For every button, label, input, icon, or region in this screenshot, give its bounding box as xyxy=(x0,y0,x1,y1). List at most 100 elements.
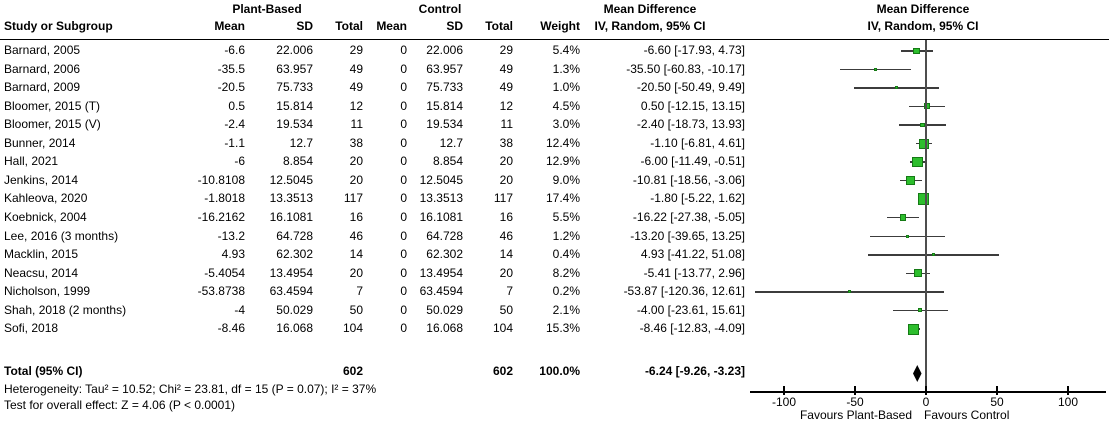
pb-total-cell: 20 xyxy=(349,172,363,187)
ci-text-cell: 4.93 [-41.22, 51.08] xyxy=(640,247,745,262)
column-header-c-mean: Mean xyxy=(376,19,407,33)
mean-difference-text-subtitle: IV, Random, 95% CI xyxy=(594,19,706,33)
pb-mean-cell: -4 xyxy=(234,302,245,317)
ci-text-cell: -6.60 [-17.93, 4.73] xyxy=(643,43,745,57)
x-axis-tick xyxy=(783,385,785,395)
pb-sd-cell: 62.302 xyxy=(276,247,313,262)
c-sd-cell: 16.1081 xyxy=(419,209,463,224)
study-name: Barnard, 2006 xyxy=(4,61,81,76)
weight-cell: 0.4% xyxy=(552,247,580,262)
pb-sd-cell: 8.854 xyxy=(282,154,313,169)
overall-effect-test: Test for overall effect: Z = 4.06 (P < 0… xyxy=(4,398,236,412)
effect-square xyxy=(874,67,878,71)
c-mean-cell: 0 xyxy=(400,43,407,57)
pb-mean-cell: -53.8738 xyxy=(197,284,245,299)
weight-cell: 1.0% xyxy=(552,80,580,95)
c-total-cell: 29 xyxy=(499,43,513,57)
pb-mean-cell: -6 xyxy=(234,154,245,169)
effect-square xyxy=(918,308,923,313)
pb-mean-cell: -2.4 xyxy=(224,117,245,132)
effect-square xyxy=(919,138,930,149)
x-axis-tick xyxy=(1067,385,1069,395)
pb-total-cell: 117 xyxy=(343,191,363,206)
c-total-cell: 49 xyxy=(499,80,513,95)
c-mean-cell: 0 xyxy=(400,98,407,113)
pb-sd-cell: 12.5045 xyxy=(269,172,313,187)
zero-line xyxy=(925,40,927,392)
c-mean-cell: 0 xyxy=(400,117,407,132)
pb-total-cell: 14 xyxy=(349,247,363,262)
c-sd-cell: 75.733 xyxy=(426,80,463,95)
ci-text-cell: -6.00 [-11.49, -0.51] xyxy=(640,154,745,169)
pb-mean-cell: -5.4054 xyxy=(204,265,245,280)
effect-square xyxy=(917,193,930,206)
study-name: Hall, 2021 xyxy=(4,154,59,169)
column-header-weight: Weight xyxy=(540,19,580,33)
mean-difference-plot-subtitle: IV, Random, 95% CI xyxy=(867,19,979,33)
effect-square xyxy=(913,47,920,55)
pb-sd-cell: 16.1081 xyxy=(269,209,313,224)
study-name: Bloomer, 2015 (V) xyxy=(4,117,101,132)
effect-square xyxy=(895,86,899,90)
study-row: Macklin, 2015 4.93 62.302 14 0 62.302 14 0.4% 4.… xyxy=(0,246,753,265)
effect-square xyxy=(920,122,925,128)
c-sd-cell: 16.068 xyxy=(426,321,463,336)
effect-square xyxy=(848,290,851,294)
c-mean-cell: 0 xyxy=(400,247,407,262)
study-name: Bunner, 2014 xyxy=(4,135,76,150)
c-mean-cell: 0 xyxy=(400,135,407,150)
ci-text-cell: -53.87 [-120.36, 12.61] xyxy=(623,284,745,299)
pb-mean-cell: -13.2 xyxy=(217,228,245,243)
c-total-cell: 14 xyxy=(499,247,513,262)
ci-text-cell: -16.22 [-27.38, -5.05] xyxy=(632,209,745,224)
study-row: Bunner, 2014 -1.1 12.7 38 0 12.7 38 12.4% -1.10 … xyxy=(0,134,753,153)
c-mean-cell: 0 xyxy=(400,302,407,317)
pb-total-cell: 16 xyxy=(349,209,363,224)
ci-text-cell: -5.41 [-13.77, 2.96] xyxy=(643,265,745,280)
c-sd-cell: 63.957 xyxy=(426,61,463,76)
c-total-cell: 20 xyxy=(499,172,513,187)
header-divider xyxy=(0,38,1109,41)
study-name: Kahleova, 2020 xyxy=(4,191,88,206)
weight-cell: 0.2% xyxy=(552,284,580,299)
c-sd-cell: 13.4954 xyxy=(419,265,463,280)
axis-label-favours-right: Favours Control xyxy=(924,408,1010,422)
c-total-cell: 20 xyxy=(499,154,513,169)
pb-mean-cell: 0.5 xyxy=(228,98,245,113)
mean-difference-plot-title: Mean Difference xyxy=(876,2,970,16)
effect-square xyxy=(908,323,920,335)
ci-text-cell: -10.81 [-18.56, -3.06] xyxy=(632,172,745,187)
x-axis-line xyxy=(750,391,1106,393)
pb-total-cell: 12 xyxy=(349,98,363,113)
column-header-c-total: Total xyxy=(485,19,513,33)
pb-total-cell: 7 xyxy=(356,284,363,299)
pb-total-cell: 49 xyxy=(349,80,363,95)
study-name: Koebnick, 2004 xyxy=(4,209,87,224)
c-sd-cell: 19.534 xyxy=(426,117,463,132)
group-header-control: Control xyxy=(418,2,462,16)
x-axis-tick xyxy=(925,385,927,395)
pb-mean-cell: -8.46 xyxy=(217,321,245,336)
c-total-cell: 50 xyxy=(499,302,513,317)
heterogeneity-stats: Heterogeneity: Tau² = 10.52; Chi² = 23.8… xyxy=(4,382,377,396)
weight-cell: 12.4% xyxy=(545,135,580,150)
x-axis-tick-label: 0 xyxy=(922,395,930,409)
c-total-cell: 38 xyxy=(499,135,513,150)
column-header-c-sd: SD xyxy=(446,19,463,33)
summary-diamond xyxy=(912,364,922,382)
study-name: Nicholson, 1999 xyxy=(4,284,91,299)
c-mean-cell: 0 xyxy=(400,265,407,280)
study-row: Lee, 2016 (3 months) -13.2 64.728 46 0 64.728… xyxy=(0,227,753,246)
pb-sd-cell: 13.3513 xyxy=(269,191,313,206)
study-row: Shah, 2018 (2 months) -4 50.029 50 0 50.029 50… xyxy=(0,301,753,320)
study-name: Barnard, 2005 xyxy=(4,43,81,57)
pb-mean-cell: -6.6 xyxy=(224,43,245,57)
pb-mean-cell: -1.1 xyxy=(224,135,245,150)
weight-cell: 1.2% xyxy=(552,228,580,243)
study-name: Sofi, 2018 xyxy=(4,321,59,336)
c-total-cell: 49 xyxy=(499,61,513,76)
pb-sd-cell: 64.728 xyxy=(276,228,313,243)
c-mean-cell: 0 xyxy=(400,80,407,95)
column-header-pb-total: Total xyxy=(335,19,363,33)
